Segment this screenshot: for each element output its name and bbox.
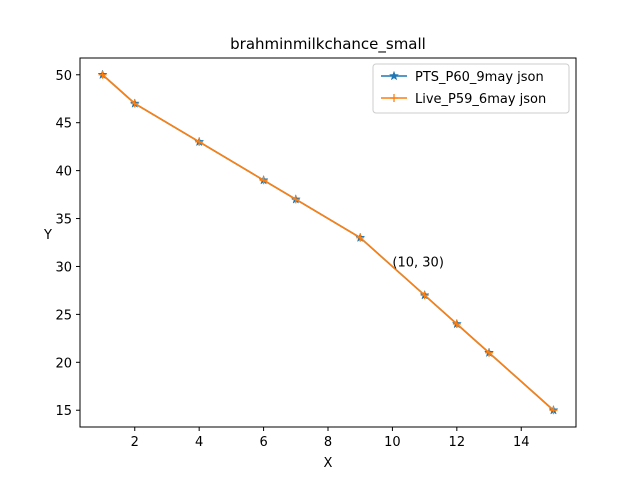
y-tick-label: 15	[55, 404, 72, 419]
annotations: (10, 30)	[392, 255, 444, 270]
chart-title: brahminmilkchance_small	[230, 35, 426, 54]
y-tick-label: 50	[55, 69, 72, 84]
series-line-2	[102, 74, 554, 411]
legend-entry-2: Live_P59_6may json	[415, 92, 546, 107]
legend-marker-2	[390, 94, 398, 102]
series-2-data-point	[452, 319, 461, 328]
y-tick-label: 35	[55, 213, 72, 228]
y-tick-label: 40	[55, 165, 72, 180]
x-axis-label: X	[324, 456, 333, 471]
x-tick-label: 4	[195, 435, 203, 450]
series-2-data-point	[195, 137, 204, 146]
x-tick-label: 8	[324, 435, 332, 450]
series-2-data-point	[356, 233, 365, 242]
x-tick-label: 10	[384, 435, 401, 450]
annotation-label: (10, 30)	[392, 255, 444, 270]
x-tick-label: 12	[449, 435, 466, 450]
series-2-data-point	[420, 291, 429, 300]
y-tick-label: 25	[55, 308, 72, 323]
legend-box	[372, 63, 570, 114]
y-axis-label: Y	[43, 228, 52, 243]
x-tick-label: 6	[259, 435, 267, 450]
series-2-data-point	[259, 176, 268, 185]
legend: PTS_P60_9may json Live_P59_6may json	[372, 63, 570, 114]
y-tick-label: 20	[55, 356, 72, 371]
series-2-data-point	[485, 348, 494, 357]
series-2-data-point	[549, 406, 558, 415]
legend-marker-1	[388, 70, 400, 81]
y-tick-label: 45	[55, 117, 72, 132]
axis-ticks: 2 4 6 8 10 12 14 15 20 25 30 35 40 45 50	[55, 69, 529, 450]
y-tick-label: 30	[55, 260, 72, 275]
legend-entry-1: PTS_P60_9may json	[415, 70, 544, 85]
series-2-data-point	[291, 195, 300, 204]
x-tick-label: 2	[131, 435, 139, 450]
plot-area	[97, 69, 559, 415]
series-2-data-point	[130, 99, 139, 108]
x-tick-label: 14	[513, 435, 530, 450]
series-2-data-point	[98, 70, 107, 79]
